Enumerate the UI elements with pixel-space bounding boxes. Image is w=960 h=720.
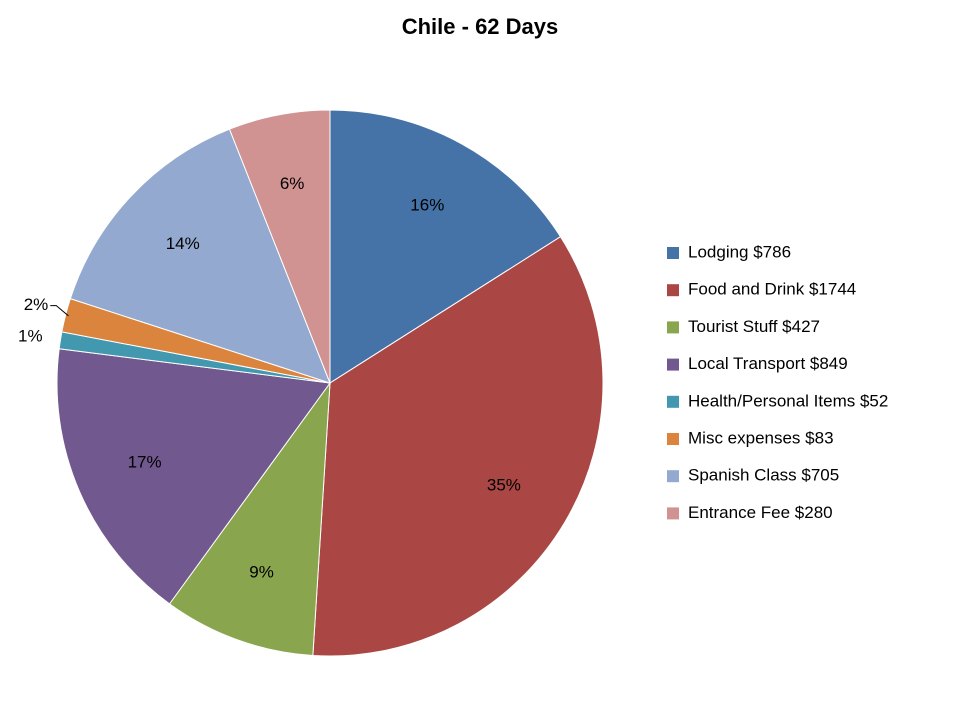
- data-label: 6%: [280, 174, 305, 193]
- pie-slice: [56, 348, 331, 605]
- legend-label: Tourist Stuff $427: [688, 317, 820, 336]
- data-label: 1%: [18, 326, 43, 345]
- legend-swatch: [667, 507, 679, 520]
- pie-slice: [228, 109, 331, 384]
- legend-label: Food and Drink $1744: [688, 280, 856, 299]
- pie-slice: [312, 236, 604, 657]
- legend-swatch: [667, 470, 679, 483]
- legend-swatch: [667, 395, 679, 408]
- data-label: 9%: [249, 563, 274, 582]
- legend-label: Spanish Class $705: [688, 466, 839, 485]
- data-label: 35%: [487, 475, 521, 494]
- legend-label: Health/Personal Items $52: [688, 391, 888, 410]
- legend-swatch: [667, 247, 679, 259]
- legend-label: Lodging $786: [688, 242, 791, 261]
- data-label: 2%: [24, 295, 49, 314]
- data-label: 17%: [128, 453, 162, 472]
- data-label: 14%: [166, 234, 200, 253]
- legend-label: Misc expenses $83: [688, 428, 834, 447]
- pie-slice: [329, 109, 562, 384]
- legend-swatch: [667, 321, 679, 334]
- legend-swatch: [667, 358, 679, 371]
- data-label: 16%: [410, 195, 444, 214]
- legend-label: Local Transport $849: [688, 354, 848, 373]
- chart-title: Chile - 62 Days: [402, 14, 559, 39]
- legend-label: Entrance Fee $280: [688, 503, 833, 522]
- legend-swatch: [667, 433, 679, 445]
- pie-slice: [168, 381, 331, 656]
- pie-slice: [69, 128, 331, 384]
- legend-swatch: [667, 284, 679, 297]
- leader-line: [50, 305, 69, 317]
